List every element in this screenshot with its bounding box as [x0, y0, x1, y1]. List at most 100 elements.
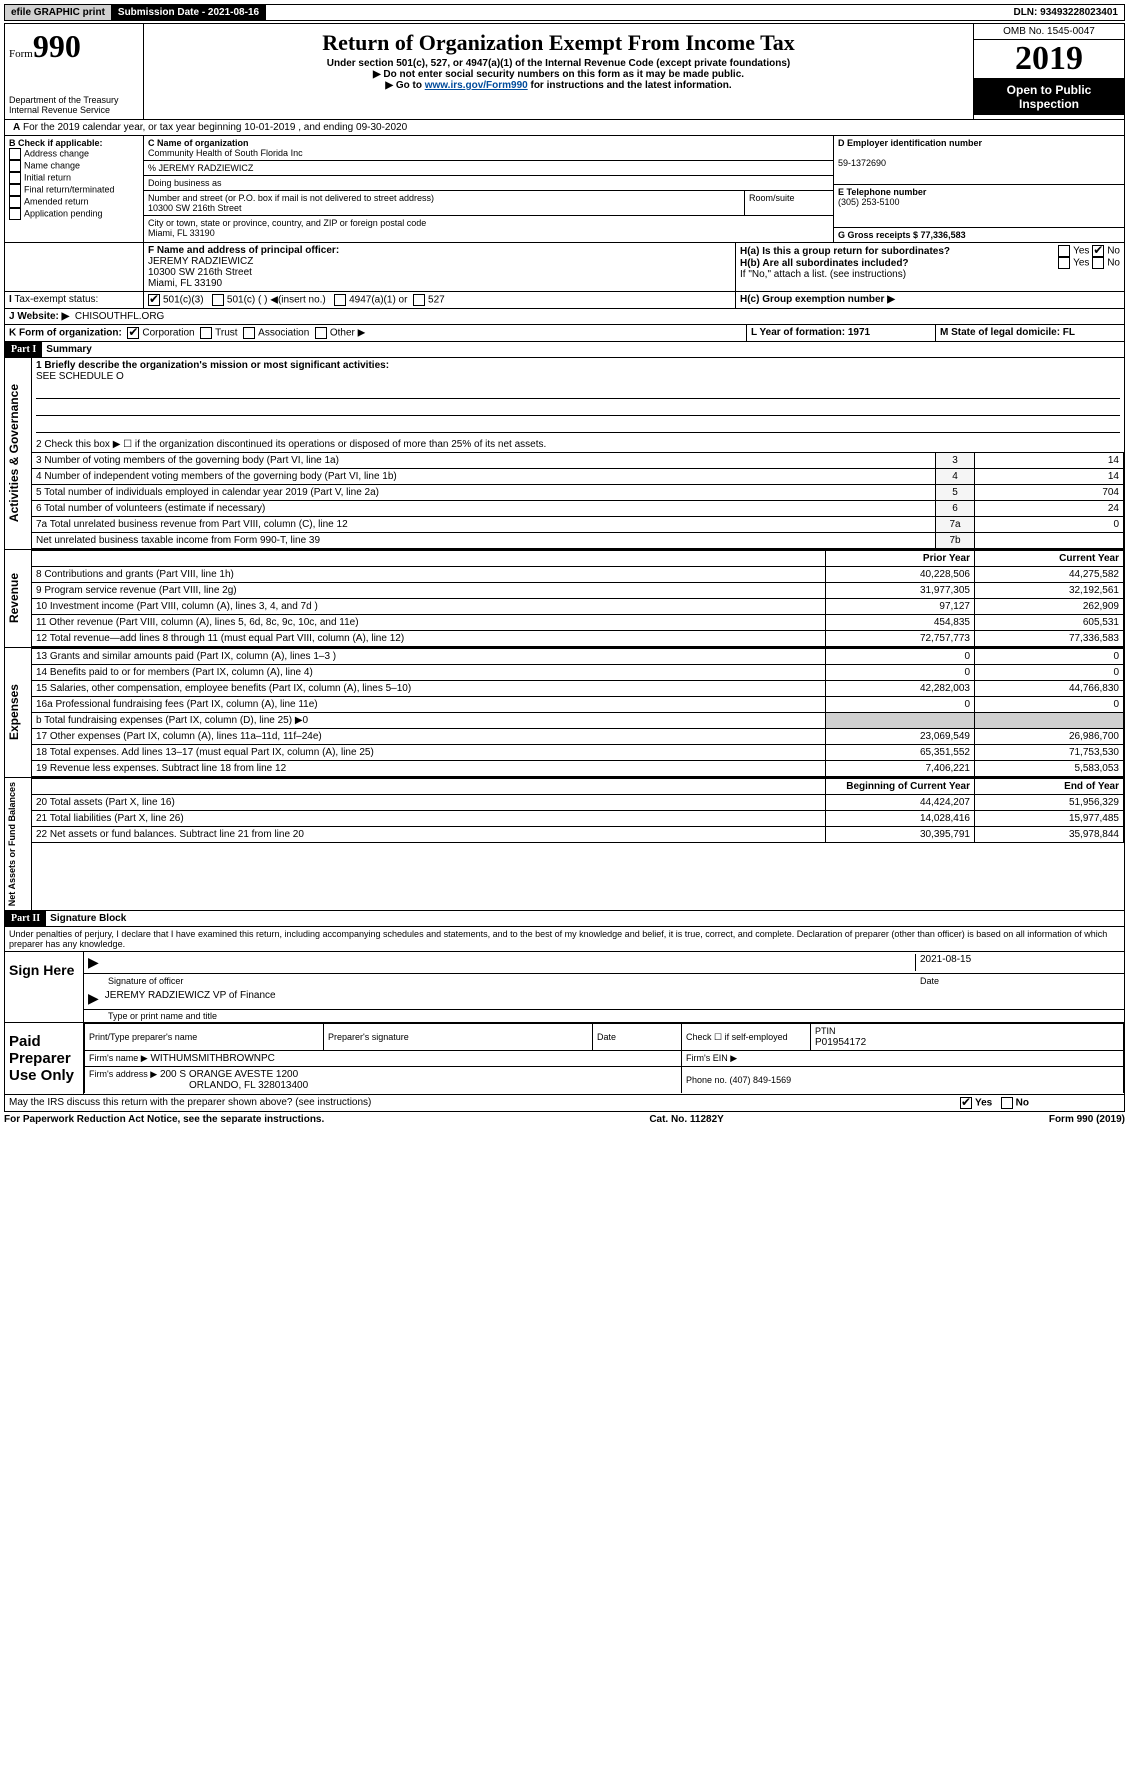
form-org-label: K Form of organization:	[9, 328, 122, 339]
form-subtitle: Under section 501(c), 527, or 4947(a)(1)…	[148, 58, 969, 69]
ha-label: H(a) Is this a group return for subordin…	[740, 246, 950, 257]
ha-yes-checkbox[interactable]	[1058, 245, 1070, 257]
officer-label: F Name and address of principal officer:	[148, 245, 339, 256]
ssn-note: ▶ Do not enter social security numbers o…	[148, 69, 969, 80]
tax-period-row: A For the 2019 calendar year, or tax yea…	[4, 120, 1125, 136]
sign-date: 2021-08-15	[920, 954, 971, 965]
part2-badge: Part II	[5, 911, 46, 926]
4947-checkbox[interactable]	[334, 294, 346, 306]
trust-checkbox[interactable]	[200, 327, 212, 339]
cat-no: Cat. No. 11282Y	[649, 1114, 723, 1125]
part1-badge: Part I	[5, 342, 42, 357]
501c-checkbox[interactable]	[212, 294, 224, 306]
klm-row: K Form of organization: Corporation Trus…	[4, 325, 1125, 342]
activities-block: Activities & Governance 1 Briefly descri…	[4, 358, 1125, 550]
omb-number: OMB No. 1545-0047	[974, 24, 1124, 40]
form-title: Return of Organization Exempt From Incom…	[148, 30, 969, 56]
501c3-checkbox[interactable]	[148, 294, 160, 306]
firm-name: WITHUMSMITHBROWNPC	[150, 1053, 274, 1064]
firm-city: ORLANDO, FL 328013400	[89, 1080, 308, 1091]
part2-header-row: Part II Signature Block	[4, 911, 1125, 927]
sign-here-label: Sign Here	[5, 952, 84, 1022]
name-change-checkbox[interactable]	[9, 160, 21, 172]
corp-checkbox[interactable]	[127, 327, 139, 339]
officer-addr2: Miami, FL 33190	[148, 278, 222, 289]
discuss-row: May the IRS discuss this return with the…	[4, 1095, 1125, 1112]
527-checkbox[interactable]	[413, 294, 425, 306]
expenses-block: Expenses 13 Grants and similar amounts p…	[4, 648, 1125, 778]
form-number: Form990	[9, 28, 139, 65]
street-address: 10300 SW 216th Street	[148, 203, 242, 213]
address-change-checkbox[interactable]	[9, 148, 21, 160]
phone-value: (305) 253-5100	[838, 197, 900, 207]
org-info-block: B Check if applicable: Address change Na…	[4, 136, 1125, 243]
top-toolbar: efile GRAPHIC print Submission Date - 20…	[4, 4, 1125, 21]
other-checkbox[interactable]	[315, 327, 327, 339]
firm-addr: 200 S ORANGE AVESTE 1200	[160, 1069, 298, 1080]
page-footer: For Paperwork Reduction Act Notice, see …	[4, 1112, 1125, 1127]
officer-addr1: 10300 SW 216th Street	[148, 267, 252, 278]
submission-date: Submission Date - 2021-08-16	[112, 5, 266, 20]
dept-treasury: Department of the Treasury	[9, 95, 139, 105]
expenses-vert-label: Expenses	[5, 680, 23, 744]
ptin-value: P01954172	[815, 1037, 866, 1048]
v7b	[975, 533, 1124, 549]
perjury-statement: Under penalties of perjury, I declare th…	[4, 927, 1125, 952]
v5: 704	[975, 485, 1124, 501]
year-formation: L Year of formation: 1971	[747, 325, 936, 341]
final-return-checkbox[interactable]	[9, 184, 21, 196]
hb-note: If "No," attach a list. (see instruction…	[740, 269, 1120, 280]
ein-label: D Employer identification number	[838, 138, 982, 148]
q2-label: 2 Check this box ▶ ☐ if the organization…	[32, 437, 1124, 452]
form990-link[interactable]: www.irs.gov/Form990	[425, 80, 528, 91]
v4: 14	[975, 469, 1124, 485]
org-name: Community Health of South Florida Inc	[148, 148, 303, 158]
officer-sig-name: JEREMY RADZIEWICZ VP of Finance	[105, 990, 276, 1007]
tax-year: 2019	[974, 40, 1124, 79]
irs-label: Internal Revenue Service	[9, 105, 139, 115]
amended-return-checkbox[interactable]	[9, 196, 21, 208]
v6: 24	[975, 501, 1124, 517]
state-domicile: M State of legal domicile: FL	[936, 325, 1124, 341]
q1-label: 1 Briefly describe the organization's mi…	[36, 360, 389, 371]
dln: DLN: 93493228023401	[1007, 5, 1124, 20]
tax-status-row: I Tax-exempt status: 501(c)(3) 501(c) ( …	[4, 292, 1125, 309]
sign-here-block: Sign Here ▶ 2021-08-15 Signature of offi…	[4, 952, 1125, 1023]
assoc-checkbox[interactable]	[243, 327, 255, 339]
part1-header-row: Part I Summary	[4, 342, 1125, 358]
application-pending-checkbox[interactable]	[9, 208, 21, 220]
activities-vert-label: Activities & Governance	[5, 380, 23, 526]
phone-label: E Telephone number	[838, 187, 926, 197]
hb-label: H(b) Are all subordinates included?	[740, 258, 909, 269]
discuss-yes-checkbox[interactable]	[960, 1097, 972, 1109]
link-note: ▶ Go to www.irs.gov/Form990 for instruct…	[148, 80, 969, 91]
room-suite: Room/suite	[745, 191, 833, 215]
org-name-label: C Name of organization	[148, 138, 249, 148]
v7a: 0	[975, 517, 1124, 533]
website-value: CHISOUTHFL.ORG	[75, 311, 164, 322]
inspection-badge: Open to Public Inspection	[974, 79, 1124, 115]
website-row: J Website: ▶ CHISOUTHFL.ORG	[4, 309, 1125, 325]
ha-no-checkbox[interactable]	[1092, 245, 1104, 257]
revenue-vert-label: Revenue	[5, 569, 23, 627]
v3: 14	[975, 453, 1124, 469]
dba-label: Doing business as	[144, 176, 833, 191]
firm-phone: Phone no. (407) 849-1569	[686, 1075, 791, 1085]
revenue-block: Revenue Prior YearCurrent Year 8 Contrib…	[4, 550, 1125, 648]
pra-notice: For Paperwork Reduction Act Notice, see …	[4, 1114, 324, 1125]
netassets-vert-label: Net Assets or Fund Balances	[5, 778, 19, 910]
discuss-no-checkbox[interactable]	[1001, 1097, 1013, 1109]
hb-yes-checkbox[interactable]	[1058, 257, 1070, 269]
form-ref: Form 990 (2019)	[1049, 1114, 1125, 1125]
hc-label: H(c) Group exemption number ▶	[740, 294, 895, 305]
paid-preparer-label: Paid Preparer Use Only	[5, 1023, 84, 1094]
efile-button[interactable]: efile GRAPHIC print	[5, 5, 112, 20]
form-header: Form990 Department of the Treasury Inter…	[4, 23, 1125, 120]
care-of: % JEREMY RADZIEWICZ	[144, 161, 833, 176]
hb-no-checkbox[interactable]	[1092, 257, 1104, 269]
gross-receipts: G Gross receipts $ 77,336,583	[838, 230, 966, 240]
netassets-block: Net Assets or Fund Balances Beginning of…	[4, 778, 1125, 911]
ein-value: 59-1372690	[838, 158, 886, 168]
initial-return-checkbox[interactable]	[9, 172, 21, 184]
city-state-zip: Miami, FL 33190	[148, 228, 215, 238]
